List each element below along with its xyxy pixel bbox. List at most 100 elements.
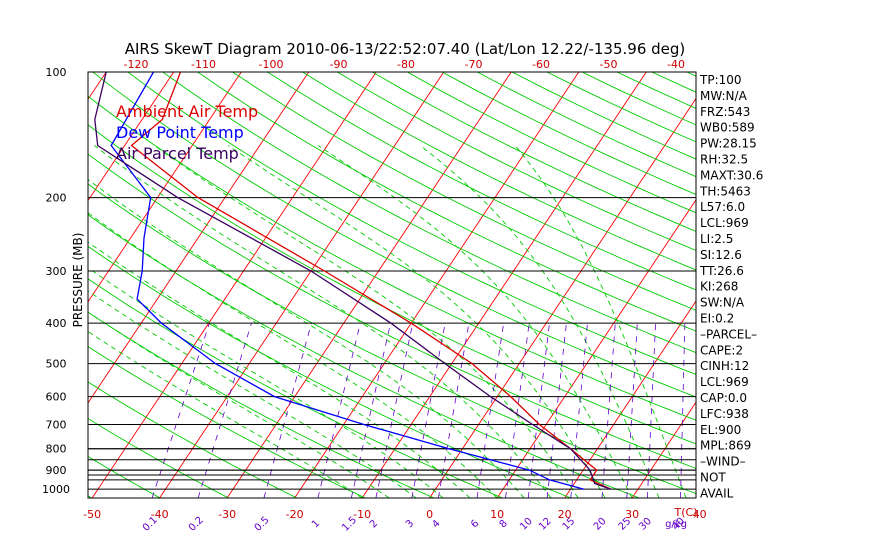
index-value: EL:900 [700,423,741,437]
bottom-temp-tick-label: 10 [490,508,504,521]
mixing-ratio-tick-label: 8 [498,518,510,530]
mixing-ratio-tick-label: 0.2 [187,515,206,534]
mixing-ratio-line [527,323,550,498]
index-value: SI:12.6 [700,248,742,262]
dry-adiabat-line [232,72,696,311]
top-temp-tick-label: -80 [397,58,415,71]
top-temp-tick-label: -120 [124,58,149,71]
index-value: PW:28.15 [700,137,757,151]
mixing-ratio-tick-label: 1 [310,518,322,530]
mixing-ratio-line [546,323,567,498]
index-value: LCL:969 [700,375,749,389]
index-value: NOT [700,471,726,485]
isotherm-line [88,72,310,404]
index-value: CINH:12 [700,359,749,373]
bottom-temp-tick-label: -40 [151,508,169,521]
moist-adiabat-line [154,145,579,498]
mixing-ratio-line [626,323,638,498]
bottom-temp-tick-label: 40 [693,508,707,521]
chart-title: AIRS SkewT Diagram 2010-06-13/22:52:07.4… [125,40,686,58]
mixing-ratio-tick-label: 3 [404,518,416,530]
pressure-tick-label: 400 [46,317,67,330]
mixing-ratio-line [601,323,616,498]
isotherm-line [564,300,696,498]
isotherm-line [88,72,242,303]
pressure-tick-label: 900 [46,464,67,477]
top-temp-tick-label: -70 [465,58,483,71]
mixing-ratio-line [646,323,656,498]
dry-adiabat-line [88,278,503,498]
pressure-tick-label: 200 [46,192,67,205]
temp-axis-label: T(C) [674,506,698,519]
pressure-tick-label: 700 [46,419,67,432]
dry-adiabat-line [88,381,298,498]
legend-parcel: Air Parcel Temp [116,144,239,163]
dry-adiabat-line [302,72,696,271]
dry-adiabat-line [127,72,696,375]
mixing-ratio-line [375,323,414,498]
dry-adiabat-line [88,124,696,445]
index-value: MW:N/A [700,89,748,103]
dry-adiabat-line [88,455,161,498]
mixing-ratio-tick-label: 6 [469,518,481,530]
isotherm-line [226,72,512,498]
pressure-tick-label: 600 [46,391,67,404]
index-value: TH:5463 [699,184,751,198]
moist-adiabat-line [94,145,552,498]
dry-adiabat-line [92,72,696,398]
dry-adiabat-line [88,311,435,498]
dry-adiabat-line [162,72,696,354]
dewpoint-temp-line [110,72,585,490]
moist-adiabat-line [419,145,660,498]
dry-adiabat-line [792,72,870,498]
mixing-ratio-tick-label: 0.5 [253,515,272,534]
top-temp-tick-label: -110 [191,58,216,71]
isotherm-line [631,401,696,498]
mixing-ratio-line [570,323,588,498]
mixing-ratio-line [437,323,470,498]
index-value: AVAIL [700,486,734,500]
dry-adiabat-line [88,183,696,495]
isotherm-line [294,72,580,498]
legend-dewpoint: Dew Point Temp [116,123,244,142]
index-value: FRZ:543 [700,105,750,119]
index-value: SW:N/A [700,296,745,310]
index-value: KI:268 [700,280,738,294]
mixing-ratio-tick-label: 20 [592,516,609,533]
bottom-temp-tick-label: -50 [83,508,101,521]
bottom-temp-tick-label: -10 [353,508,371,521]
top-temp-tick-label: -40 [667,58,685,71]
mixing-ratio-tick-label: 2 [368,518,380,530]
pressure-tick-label: 500 [46,358,67,371]
dry-adiabat-line [757,72,870,498]
dry-adiabat-line [88,245,571,498]
indices-panel: TP:100 MW:N/A FRZ:543 WB0:589 PW:28.15 RH:32.… [699,73,763,500]
isotherm-line [88,72,107,101]
bottom-temp-tick-label: -30 [218,508,236,521]
mixing-ratio-line [505,323,530,498]
index-value: CAP:0.0 [700,391,747,405]
index-value: LI:2.5 [700,232,733,246]
bottom-temp-tick-label: 20 [558,508,572,521]
pressure-tick-label: 800 [46,443,67,456]
index-value: LFC:938 [700,407,749,421]
isotherm-line [429,97,696,498]
top-temp-tick-label: -50 [600,58,618,71]
parcel-temp-line [94,72,612,490]
moist-adiabat-line [88,178,525,498]
dry-adiabat-line [88,214,640,498]
mixing-ratio-tick-label: 30 [637,516,654,533]
dry-adiabat-line [197,72,696,332]
mixing-ratio-line [476,323,505,498]
index-value: RH:32.5 [700,153,748,167]
top-temp-tick-label: -60 [532,58,550,71]
pressure-tick-label: 1000 [42,483,70,496]
mixing-ratio-axis-label: g/kg [665,519,687,530]
index-value: EI:0.2 [700,312,734,326]
top-temp-tick-label: -90 [330,58,348,71]
index-value: CAPE:2 [700,343,743,357]
mixing-ratio-line [350,323,391,498]
index-value: WB0:589 [700,121,755,135]
legend: Ambient Air Temp Dew Point Temp Air Parc… [116,102,258,163]
